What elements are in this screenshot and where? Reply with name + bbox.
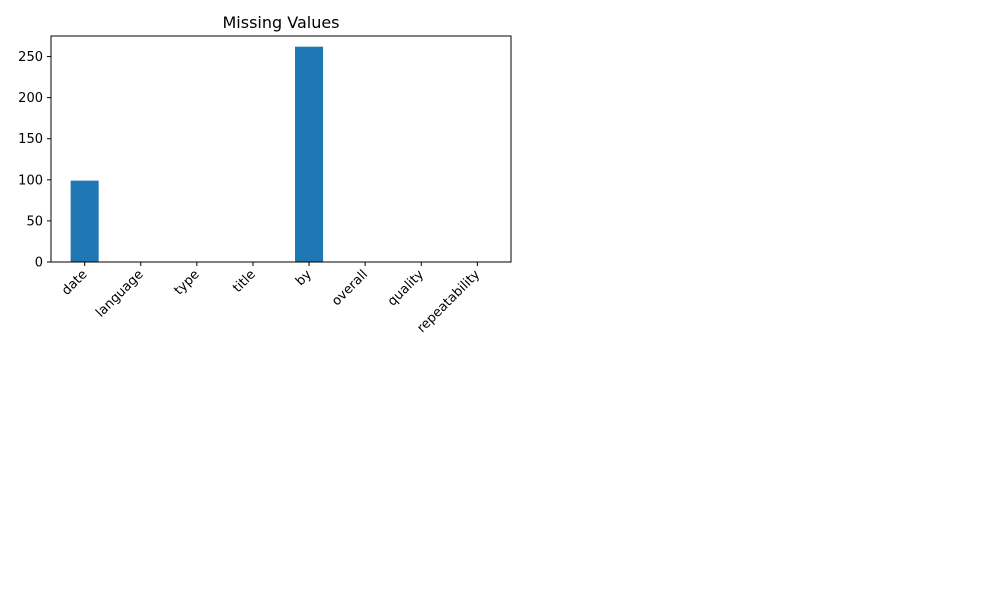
y-tick-label: 50 (26, 214, 43, 229)
x-tick-label-date: date (59, 267, 90, 298)
y-tick-label: 100 (18, 173, 43, 188)
x-tick-label-type: type (172, 267, 203, 298)
x-tick-label-overall: overall (329, 267, 371, 309)
x-tick-label-quality: quality (385, 267, 427, 309)
bar-date (70, 180, 99, 262)
y-axis: 0 50 100 150 200 250 (18, 50, 51, 271)
bars-layer (70, 46, 324, 263)
x-axis: date language type title by overall qualityrep… (59, 262, 483, 336)
y-tick-label: 0 (35, 256, 43, 271)
x-tick-label-language: language (93, 267, 146, 320)
chart-title: Missing Values (222, 13, 339, 32)
y-tick-label: 150 (18, 132, 43, 147)
y-tick-label: 200 (18, 91, 43, 106)
plot-frame (50, 35, 512, 263)
y-tick-label: 250 (18, 50, 43, 65)
bar-by (295, 46, 324, 263)
x-tick-label-by: by (293, 267, 315, 289)
x-tick-label-title: title (230, 267, 259, 296)
